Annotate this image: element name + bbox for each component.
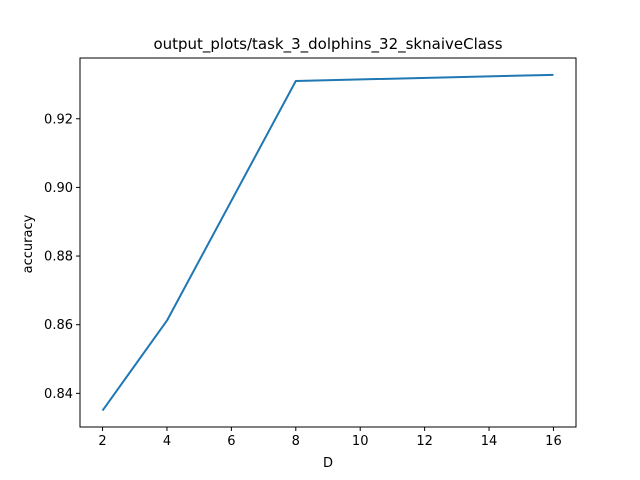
x-tick-label: 12 bbox=[416, 434, 433, 449]
x-tick-label: 6 bbox=[227, 434, 235, 449]
x-tick-label: 16 bbox=[545, 434, 562, 449]
y-tick-label: 0.88 bbox=[44, 250, 73, 265]
chart-title: output_plots/task_3_dolphins_32_sknaiveC… bbox=[153, 35, 502, 54]
x-tick-label: 2 bbox=[98, 434, 106, 449]
x-tick-label: 8 bbox=[292, 434, 300, 449]
x-tick-label: 4 bbox=[163, 434, 171, 449]
series-line-0 bbox=[101, 73, 554, 412]
y-tick-label: 0.84 bbox=[44, 387, 73, 402]
y-tick-label: 0.92 bbox=[44, 112, 73, 127]
plot-frame bbox=[79, 57, 577, 428]
plot-area: 2 4 6 8 10 12 14 16 0.84 0.86 0.88 0.90 0.92 bbox=[44, 57, 577, 449]
x-tick-label: 14 bbox=[481, 434, 498, 449]
y-axis-label: accuracy bbox=[21, 214, 36, 273]
x-axis-label: D bbox=[323, 456, 333, 471]
y-tick-label: 0.86 bbox=[44, 318, 73, 333]
x-tick-label: 10 bbox=[352, 434, 369, 449]
y-tick-label: 0.90 bbox=[44, 181, 73, 196]
